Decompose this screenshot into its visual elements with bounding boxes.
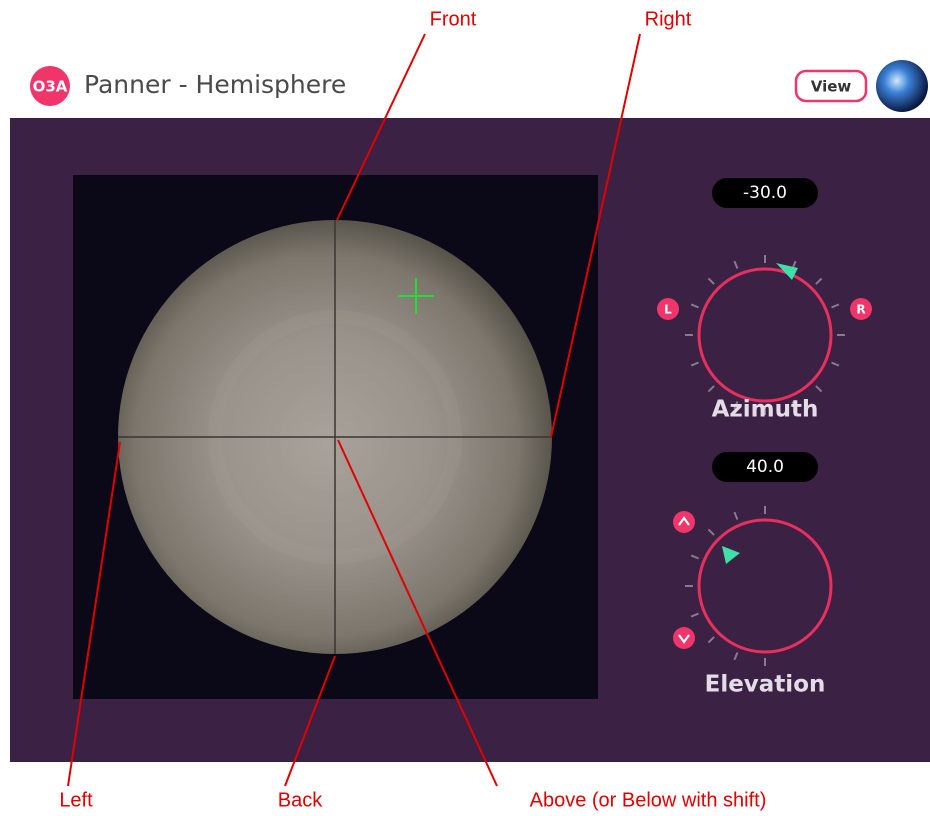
elevation-control: 40.0 Elevation xyxy=(673,452,833,698)
logo xyxy=(876,60,928,112)
knob-tick xyxy=(707,385,715,393)
annotation-above: Above (or Below with shift) xyxy=(530,789,767,811)
knob-tick xyxy=(707,277,715,285)
annotation-line xyxy=(336,33,426,221)
knob-tick xyxy=(791,401,797,410)
view-button-label[interactable]: View xyxy=(811,78,852,96)
down-icon xyxy=(678,634,690,644)
knob-pointer xyxy=(722,546,740,564)
knob-tick xyxy=(690,612,699,618)
knob-tick xyxy=(815,277,823,285)
knob-tick xyxy=(690,303,699,309)
right-badge xyxy=(850,298,872,320)
elevation-knob[interactable] xyxy=(697,518,833,654)
knob-tick xyxy=(831,303,840,309)
value-pill xyxy=(712,452,818,482)
hemisphere-view[interactable] xyxy=(73,175,598,699)
knob-tick xyxy=(733,260,739,269)
knob-tick xyxy=(733,511,739,520)
knob-tick xyxy=(690,361,699,367)
knob-tick xyxy=(831,361,840,367)
annotation-right: Right xyxy=(645,8,692,30)
value-pill xyxy=(712,178,818,208)
right-label: R xyxy=(856,303,865,317)
annotations: Front Right Left Back Above (or Below wi… xyxy=(59,8,766,811)
knob-tick xyxy=(733,652,739,661)
elevation-label: Elevation xyxy=(705,672,826,698)
header: O3A Panner - Hemisphere View xyxy=(30,60,928,112)
annotation-front: Front xyxy=(430,8,477,30)
azimuth-value: -30.0 xyxy=(743,183,787,203)
knob-tick xyxy=(707,636,715,644)
azimuth-control: -30.0 L R Azimuth xyxy=(657,178,872,423)
up-badge xyxy=(673,511,695,533)
azimuth-label: Azimuth xyxy=(712,397,819,423)
up-icon xyxy=(678,516,690,526)
left-label: L xyxy=(664,303,672,317)
left-badge xyxy=(657,298,679,320)
source-cursor[interactable] xyxy=(398,278,434,314)
annotation-line xyxy=(550,33,641,438)
view-button[interactable]: View xyxy=(794,69,868,103)
badge: O3A xyxy=(33,78,68,96)
view-button-frame[interactable] xyxy=(794,69,868,103)
annotation-line xyxy=(284,655,336,787)
azimuth-knob[interactable] xyxy=(697,267,833,403)
down-badge xyxy=(673,627,695,649)
knob-tick xyxy=(690,554,699,560)
knob-pointer xyxy=(776,263,798,280)
knob-ticks xyxy=(685,506,766,666)
knob-tick xyxy=(707,528,715,536)
annotation-line xyxy=(337,439,498,787)
annotation-back: Back xyxy=(278,789,323,811)
knob-ticks xyxy=(685,255,845,415)
badge-circle xyxy=(30,66,70,106)
annotation-line xyxy=(67,441,121,787)
knob-tick xyxy=(733,401,739,410)
plugin-title: Panner - Hemisphere xyxy=(84,70,346,99)
knob-tick xyxy=(815,385,823,393)
elevation-value: 40.0 xyxy=(746,457,784,477)
annotation-left: Left xyxy=(59,789,93,811)
